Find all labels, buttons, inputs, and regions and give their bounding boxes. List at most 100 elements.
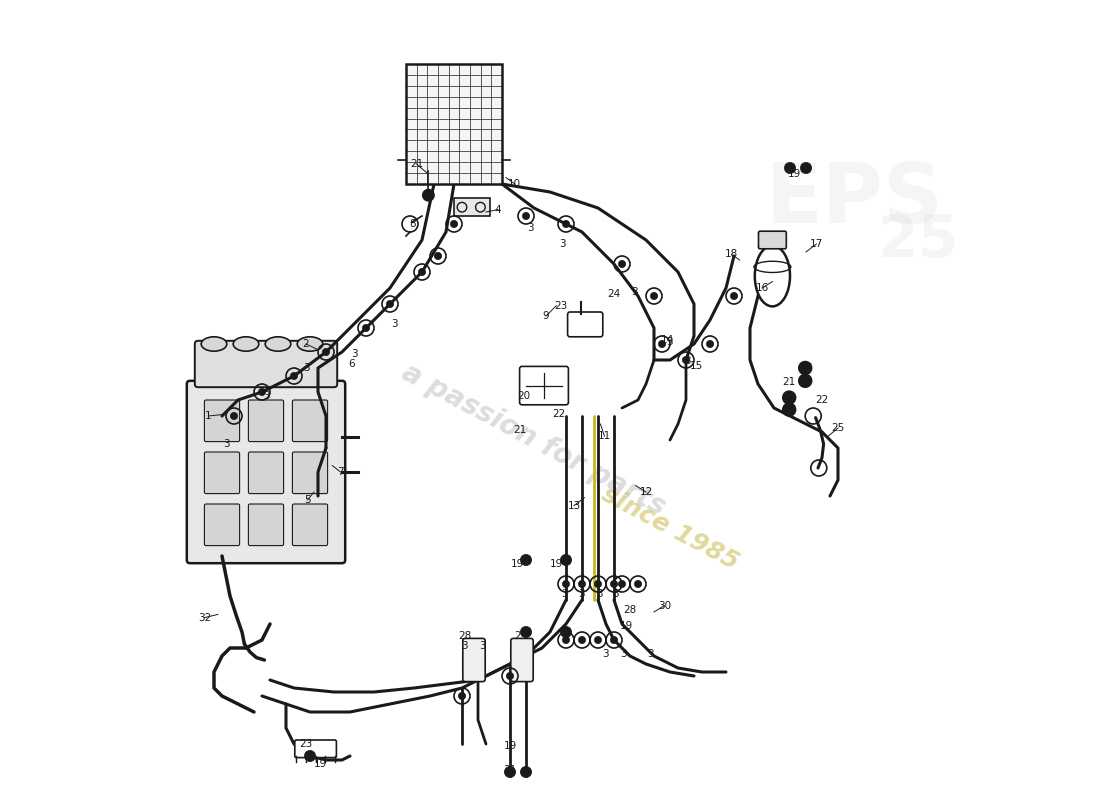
Text: 3: 3 bbox=[684, 356, 691, 366]
Text: 27: 27 bbox=[800, 363, 813, 373]
Text: 5: 5 bbox=[305, 495, 311, 505]
Circle shape bbox=[290, 372, 298, 380]
Circle shape bbox=[505, 766, 516, 778]
Circle shape bbox=[560, 554, 572, 566]
FancyBboxPatch shape bbox=[759, 231, 786, 249]
Text: 31: 31 bbox=[504, 765, 517, 774]
Text: 9: 9 bbox=[542, 311, 549, 321]
Text: 3: 3 bbox=[559, 239, 565, 249]
Text: 16: 16 bbox=[756, 283, 769, 293]
FancyBboxPatch shape bbox=[249, 452, 284, 494]
Circle shape bbox=[784, 162, 795, 174]
Text: 22: 22 bbox=[815, 395, 828, 405]
Text: since 1985: since 1985 bbox=[597, 482, 743, 574]
Circle shape bbox=[258, 388, 265, 396]
FancyBboxPatch shape bbox=[510, 638, 534, 682]
Text: 24: 24 bbox=[607, 289, 620, 298]
Text: 17: 17 bbox=[810, 239, 823, 249]
Bar bbox=[406, 64, 502, 184]
Text: 3: 3 bbox=[351, 349, 358, 358]
Text: 29: 29 bbox=[514, 631, 527, 641]
FancyBboxPatch shape bbox=[293, 400, 328, 442]
Text: 19: 19 bbox=[504, 741, 517, 750]
Text: 3: 3 bbox=[630, 287, 637, 297]
Text: 22: 22 bbox=[552, 409, 565, 418]
Ellipse shape bbox=[265, 337, 290, 351]
Text: 13: 13 bbox=[568, 501, 581, 510]
FancyBboxPatch shape bbox=[249, 504, 284, 546]
Ellipse shape bbox=[233, 337, 258, 351]
Circle shape bbox=[434, 253, 441, 259]
Ellipse shape bbox=[201, 337, 227, 351]
Circle shape bbox=[520, 554, 531, 566]
Ellipse shape bbox=[755, 246, 790, 306]
Text: 8: 8 bbox=[409, 219, 416, 229]
Circle shape bbox=[650, 292, 658, 300]
Text: 21: 21 bbox=[410, 159, 424, 169]
Circle shape bbox=[522, 212, 529, 219]
FancyBboxPatch shape bbox=[205, 400, 240, 442]
Circle shape bbox=[706, 341, 714, 348]
Text: 6: 6 bbox=[349, 359, 355, 369]
FancyBboxPatch shape bbox=[295, 740, 337, 758]
Circle shape bbox=[659, 341, 666, 348]
Circle shape bbox=[594, 637, 602, 643]
Text: 14: 14 bbox=[661, 335, 674, 345]
Text: 26: 26 bbox=[783, 405, 796, 414]
Circle shape bbox=[322, 348, 330, 355]
Text: 18: 18 bbox=[725, 250, 738, 259]
Circle shape bbox=[386, 300, 394, 308]
Text: 19: 19 bbox=[510, 559, 524, 569]
Circle shape bbox=[305, 750, 316, 762]
Circle shape bbox=[799, 374, 812, 387]
Text: 19: 19 bbox=[619, 621, 632, 630]
FancyBboxPatch shape bbox=[205, 452, 240, 494]
Circle shape bbox=[418, 268, 426, 275]
Text: 3: 3 bbox=[578, 589, 584, 598]
Text: 26: 26 bbox=[783, 394, 796, 403]
FancyBboxPatch shape bbox=[568, 312, 603, 337]
Text: 3: 3 bbox=[648, 649, 654, 658]
Text: 3: 3 bbox=[461, 641, 468, 650]
Circle shape bbox=[783, 403, 795, 416]
Circle shape bbox=[682, 356, 690, 363]
Circle shape bbox=[520, 626, 531, 638]
Text: 2: 2 bbox=[302, 339, 309, 349]
Text: 4: 4 bbox=[495, 205, 502, 214]
FancyBboxPatch shape bbox=[293, 504, 328, 546]
Text: 3: 3 bbox=[602, 649, 608, 658]
Text: 3: 3 bbox=[478, 641, 485, 650]
Circle shape bbox=[635, 581, 641, 587]
Circle shape bbox=[618, 581, 626, 587]
Circle shape bbox=[520, 766, 531, 778]
Text: 3: 3 bbox=[222, 439, 229, 449]
Text: 1: 1 bbox=[205, 411, 211, 421]
Circle shape bbox=[799, 362, 812, 374]
Text: 32: 32 bbox=[198, 613, 211, 622]
Text: 21: 21 bbox=[782, 378, 795, 387]
Text: 3: 3 bbox=[527, 223, 534, 233]
Text: 28: 28 bbox=[624, 605, 637, 614]
FancyBboxPatch shape bbox=[249, 400, 284, 442]
Text: 25: 25 bbox=[832, 423, 845, 433]
FancyBboxPatch shape bbox=[463, 638, 485, 682]
Text: 15: 15 bbox=[690, 361, 703, 370]
Text: 23: 23 bbox=[553, 301, 566, 310]
Text: 11: 11 bbox=[597, 431, 611, 441]
Text: 3: 3 bbox=[596, 589, 603, 598]
Text: 3: 3 bbox=[263, 391, 270, 401]
FancyBboxPatch shape bbox=[187, 381, 345, 563]
FancyBboxPatch shape bbox=[293, 452, 328, 494]
Bar bbox=[454, 198, 490, 216]
Text: EPS: EPS bbox=[764, 159, 943, 241]
Circle shape bbox=[562, 220, 570, 227]
Circle shape bbox=[562, 637, 570, 643]
Text: 3: 3 bbox=[613, 589, 619, 598]
Text: 3: 3 bbox=[390, 319, 397, 329]
Text: 27: 27 bbox=[800, 377, 813, 386]
Text: 30: 30 bbox=[658, 601, 671, 610]
FancyBboxPatch shape bbox=[205, 504, 240, 546]
Circle shape bbox=[506, 672, 514, 679]
Text: 25: 25 bbox=[878, 211, 959, 269]
Circle shape bbox=[562, 581, 570, 587]
